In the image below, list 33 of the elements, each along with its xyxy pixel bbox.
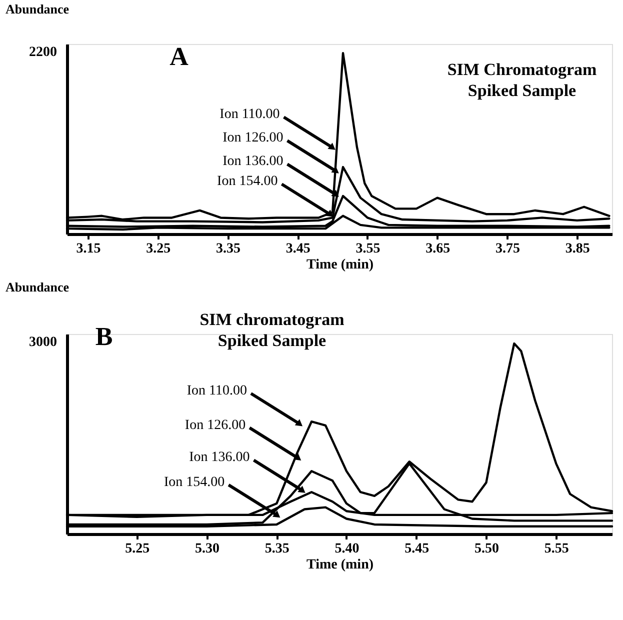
chart-subtitle: SIM chromatogram Spiked Sample bbox=[200, 310, 344, 350]
x-tick-label: 3.65 bbox=[426, 242, 450, 256]
x-tick-label: 5.55 bbox=[544, 542, 569, 556]
x-tick-label: 3.55 bbox=[356, 242, 380, 256]
x-tick-label: 3.15 bbox=[76, 242, 101, 256]
annotation: Ion 126.00 bbox=[222, 130, 284, 146]
x-tick-label: 3.45 bbox=[286, 242, 310, 256]
x-tick-label: 3.75 bbox=[495, 242, 520, 256]
annotation: Ion 126.00 bbox=[184, 418, 246, 433]
x-axis-title: Time (min) bbox=[306, 558, 374, 572]
x-axis-title: Time (min) bbox=[306, 258, 374, 272]
annotation: Ion 136.00 bbox=[189, 450, 250, 466]
y-axis-title: Abundance bbox=[6, 280, 70, 294]
x-tick-label: 3.35 bbox=[216, 242, 240, 256]
x-tick-label: 5.25 bbox=[125, 542, 150, 556]
annotation: Ion 154.00 bbox=[217, 174, 278, 190]
annotation: Ion 110.00 bbox=[186, 384, 247, 399]
chart-title: B bbox=[95, 322, 113, 351]
text: 3000 bbox=[29, 335, 57, 350]
x-tick-label: 5.50 bbox=[474, 542, 499, 556]
annotation: Ion 154.00 bbox=[164, 474, 225, 490]
x-tick-label: 5.40 bbox=[334, 542, 360, 556]
annotation: Ion 110.00 bbox=[220, 107, 280, 122]
text: 2200 bbox=[29, 45, 57, 60]
x-tick-label: 5.45 bbox=[404, 542, 430, 556]
y-axis-title: Abundance bbox=[6, 2, 70, 16]
annotation: Ion 136.00 bbox=[222, 154, 284, 170]
x-tick-label: 3.25 bbox=[146, 242, 171, 256]
x-tick-label: 3.85 bbox=[565, 242, 590, 256]
x-tick-label: 5.35 bbox=[264, 542, 290, 556]
text: SIM Chromatogram Spiked Sample bbox=[447, 60, 597, 100]
x-tick-label: 5.30 bbox=[194, 542, 220, 556]
chart-title: A bbox=[170, 42, 189, 71]
